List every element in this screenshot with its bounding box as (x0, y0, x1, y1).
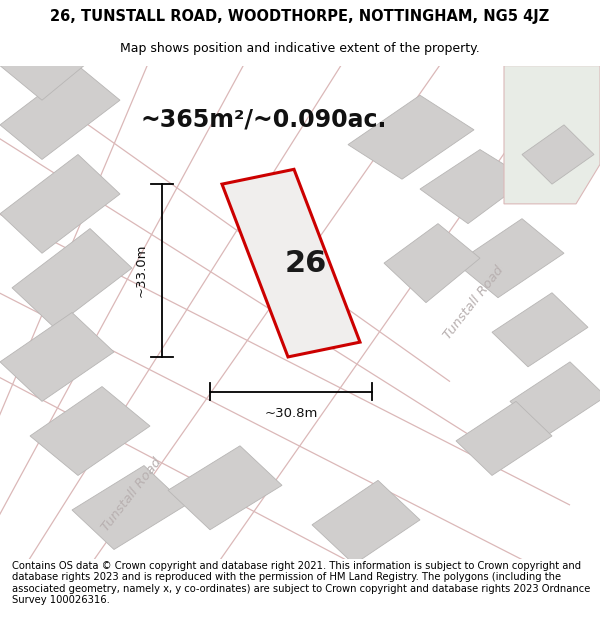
Polygon shape (510, 362, 600, 436)
Polygon shape (348, 95, 474, 179)
Text: Tunstall Road: Tunstall Road (442, 264, 506, 342)
Text: ~30.8m: ~30.8m (265, 408, 317, 420)
Text: 26: 26 (285, 249, 327, 278)
Polygon shape (0, 154, 120, 253)
Polygon shape (72, 466, 186, 549)
Polygon shape (312, 481, 420, 564)
Polygon shape (0, 66, 120, 159)
Polygon shape (456, 219, 564, 298)
Polygon shape (222, 169, 360, 357)
Polygon shape (0, 312, 114, 401)
Polygon shape (522, 125, 594, 184)
Polygon shape (0, 16, 102, 100)
Polygon shape (384, 224, 480, 302)
Text: Map shows position and indicative extent of the property.: Map shows position and indicative extent… (120, 42, 480, 54)
Polygon shape (30, 386, 150, 476)
Polygon shape (504, 66, 600, 204)
Polygon shape (456, 401, 552, 476)
Polygon shape (420, 149, 528, 224)
Text: Tunstall Road: Tunstall Road (100, 456, 164, 534)
Polygon shape (492, 292, 588, 367)
Text: 26, TUNSTALL ROAD, WOODTHORPE, NOTTINGHAM, NG5 4JZ: 26, TUNSTALL ROAD, WOODTHORPE, NOTTINGHA… (50, 9, 550, 24)
Text: ~33.0m: ~33.0m (134, 244, 148, 298)
Text: Contains OS data © Crown copyright and database right 2021. This information is : Contains OS data © Crown copyright and d… (12, 561, 590, 606)
Polygon shape (168, 446, 282, 530)
Polygon shape (12, 229, 132, 328)
Text: ~365m²/~0.090ac.: ~365m²/~0.090ac. (141, 108, 387, 132)
